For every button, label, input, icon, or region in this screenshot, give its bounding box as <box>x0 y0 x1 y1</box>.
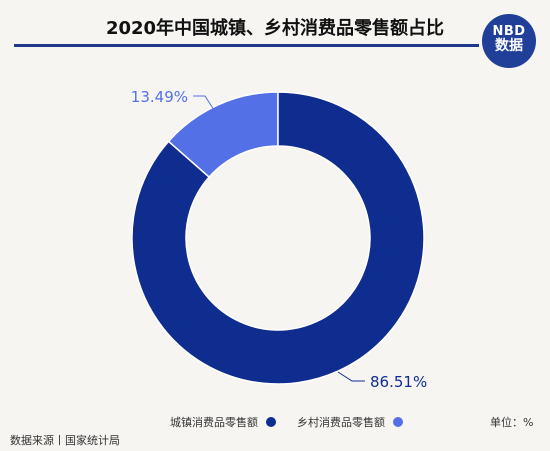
title-underline <box>14 44 479 47</box>
logo-text-data: 数据 <box>495 37 523 54</box>
leader-line-urban <box>337 371 365 382</box>
logo-text-nbd: NBD <box>492 24 526 39</box>
donut-slice-urban <box>131 91 425 385</box>
legend-swatch-urban <box>265 417 276 427</box>
data-label-rural: 13.49% <box>131 88 188 106</box>
leader-line-rural <box>193 95 215 111</box>
legend-label-urban: 城镇消费品零售额 <box>170 416 258 429</box>
nbd-logo: NBD 数据 <box>482 14 536 68</box>
legend: 城镇消费品零售额 乡村消费品零售额 <box>170 414 421 430</box>
legend-item-rural: 乡村消费品零售额 <box>297 414 403 430</box>
legend-swatch-rural <box>392 417 403 427</box>
chart-title: 2020年中国城镇、乡村消费品零售额占比 <box>105 18 445 39</box>
data-label-urban: 86.51% <box>370 373 427 391</box>
unit-label: 单位：% <box>490 416 534 429</box>
legend-item-urban: 城镇消费品零售额 <box>170 414 276 430</box>
source-label: 数据来源丨国家统计局 <box>10 434 120 447</box>
legend-label-rural: 乡村消费品零售额 <box>297 416 385 429</box>
